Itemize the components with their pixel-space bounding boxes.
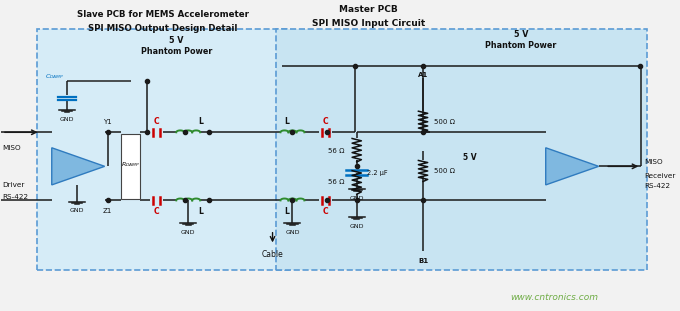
- Text: $C_{DAMP}$: $C_{DAMP}$: [45, 72, 64, 81]
- Text: Receiver: Receiver: [644, 173, 675, 179]
- Text: 500 Ω: 500 Ω: [434, 119, 455, 125]
- Text: 56 Ω: 56 Ω: [328, 179, 345, 185]
- Text: MISO: MISO: [644, 159, 662, 165]
- Text: GND: GND: [181, 230, 195, 235]
- Bar: [121, 134, 140, 199]
- Text: C: C: [154, 207, 159, 216]
- Text: www.cntronics.com: www.cntronics.com: [510, 293, 598, 302]
- Text: Master PCB: Master PCB: [339, 6, 398, 15]
- Text: B1: B1: [418, 258, 428, 264]
- Text: L: L: [198, 207, 203, 216]
- Text: SPI MISO Input Circuit: SPI MISO Input Circuit: [312, 19, 425, 28]
- Text: GND: GND: [285, 230, 300, 235]
- Text: GND: GND: [350, 196, 364, 201]
- Text: Cable: Cable: [262, 250, 284, 259]
- Text: GND: GND: [350, 224, 364, 229]
- Text: Slave PCB for MEMS Accelerometer: Slave PCB for MEMS Accelerometer: [77, 10, 249, 19]
- Text: 5 V: 5 V: [514, 30, 528, 39]
- Bar: [37, 29, 289, 270]
- Polygon shape: [546, 148, 598, 185]
- Text: 5 V: 5 V: [462, 153, 476, 161]
- Text: 2.2 μF: 2.2 μF: [367, 169, 388, 175]
- Text: 500 Ω: 500 Ω: [434, 168, 455, 174]
- Text: GND: GND: [60, 117, 74, 122]
- Text: MISO: MISO: [3, 145, 21, 151]
- Text: Phantom Power: Phantom Power: [486, 41, 557, 50]
- Text: GND: GND: [69, 208, 84, 213]
- Text: L: L: [198, 117, 203, 126]
- Text: Z1: Z1: [103, 208, 112, 214]
- Text: Y1: Y1: [103, 118, 112, 124]
- Text: $R_{DAMP}$: $R_{DAMP}$: [121, 160, 140, 169]
- Text: L: L: [284, 207, 290, 216]
- Text: Driver: Driver: [3, 182, 25, 188]
- Text: Phantom Power: Phantom Power: [141, 47, 212, 56]
- Text: C: C: [154, 117, 159, 126]
- Text: C: C: [323, 117, 328, 126]
- Bar: [276, 29, 647, 270]
- Text: SPI MISO Output Design Detail: SPI MISO Output Design Detail: [88, 24, 238, 33]
- Text: 56 Ω: 56 Ω: [328, 148, 345, 154]
- Text: RS-422: RS-422: [644, 183, 670, 189]
- Text: RS-422: RS-422: [3, 194, 29, 200]
- Text: A1: A1: [418, 72, 428, 78]
- Text: 5 V: 5 V: [169, 36, 184, 45]
- Text: L: L: [284, 117, 290, 126]
- Polygon shape: [52, 148, 105, 185]
- Text: C: C: [323, 207, 328, 216]
